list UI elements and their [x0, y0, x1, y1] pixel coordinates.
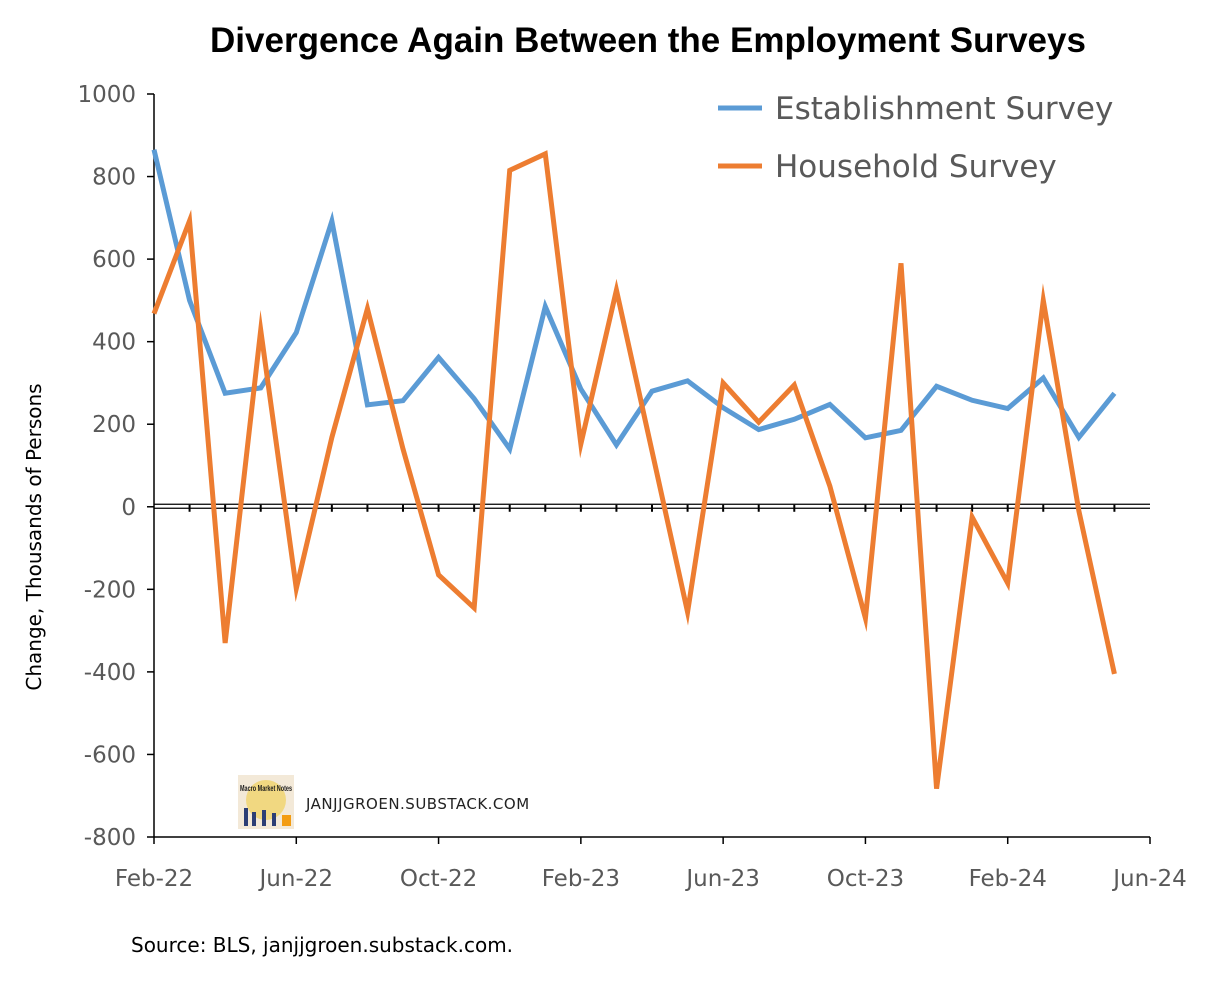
plot-area: 1000 800 600 400 200 0 -200 -400 -600 -800 Feb-22 J…: [77, 82, 1186, 892]
y-tick-label: -400: [84, 660, 136, 686]
x-tick-label: Feb-23: [542, 866, 620, 892]
x-tick-label: Feb-24: [969, 866, 1047, 892]
series-line-establishment: [151, 149, 1117, 455]
x-tick-label: Oct-22: [400, 866, 477, 892]
y-tick-label: 600: [92, 247, 136, 273]
y-tick-label: -600: [84, 742, 136, 768]
x-tick-label: Jun-23: [684, 866, 760, 892]
y-tick-label: -200: [84, 577, 136, 603]
source-note: Source: BLS, janjjgroen.substack.com.: [131, 933, 513, 957]
series-line-household: [151, 150, 1117, 790]
y-tick-label: 1000: [77, 82, 136, 108]
y-axis-label: Change, Thousands of Persons: [22, 383, 46, 690]
x-tick-label: Jun-24: [1111, 866, 1187, 892]
watermark: Macro Market Notes JANJJGROEN.SUBSTACK.C…: [238, 775, 530, 829]
watermark-text: JANJJGROEN.SUBSTACK.COM: [305, 795, 530, 813]
legend-label-establishment: Establishment Survey: [775, 91, 1113, 127]
logo-text: Macro Market Notes: [240, 784, 292, 793]
chart-title: Divergence Again Between the Employment …: [210, 21, 1086, 60]
y-tick-label: -800: [84, 825, 136, 851]
legend: Establishment Survey Household Survey: [718, 91, 1113, 185]
x-tick-label: Jun-22: [258, 866, 334, 892]
y-tick-label: 800: [92, 165, 136, 191]
x-tick-label: Oct-23: [827, 866, 904, 892]
watermark-logo: Macro Market Notes: [238, 775, 294, 829]
legend-label-household: Household Survey: [775, 149, 1057, 185]
x-tick-label: Feb-22: [115, 866, 193, 892]
y-tick-label: 200: [92, 412, 136, 438]
y-tick-label: 0: [121, 495, 136, 521]
y-tick-label: 400: [92, 330, 136, 356]
